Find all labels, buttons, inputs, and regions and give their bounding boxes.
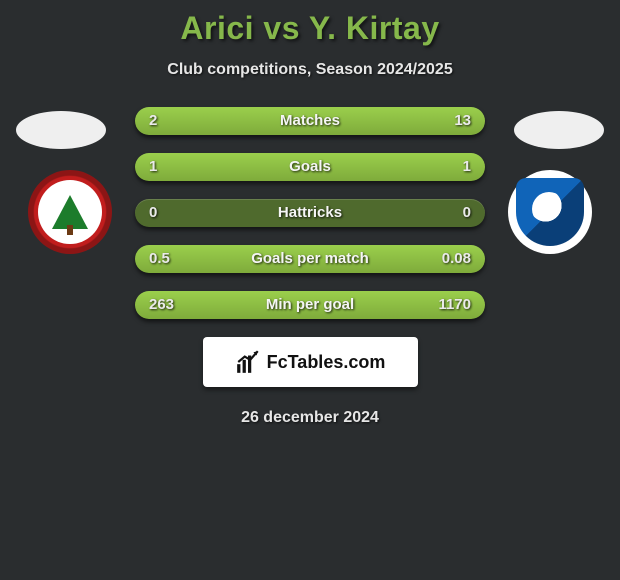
stat-row: 11Goals	[135, 153, 485, 181]
stat-label: Min per goal	[135, 291, 485, 319]
club-badge-left-inner	[38, 180, 102, 244]
shield-icon	[516, 178, 584, 246]
subtitle: Club competitions, Season 2024/2025	[0, 61, 620, 79]
stat-label: Hattricks	[135, 199, 485, 227]
club-badge-left	[28, 170, 112, 254]
comparison-area: 213Matches 11Goals 00Hattricks 0.50.08Goals…	[0, 107, 620, 427]
stat-label: Goals	[135, 153, 485, 181]
stat-row: 213Matches	[135, 107, 485, 135]
stats-rows: 213Matches 11Goals 00Hattricks 0.50.08Goals…	[135, 107, 485, 319]
stat-row: 2631170Min per goal	[135, 291, 485, 319]
stat-label: Goals per match	[135, 245, 485, 273]
chart-icon	[235, 349, 261, 375]
club-badge-right	[508, 170, 592, 254]
fctables-logo[interactable]: FcTables.com	[203, 337, 418, 387]
stat-row: 0.50.08Goals per match	[135, 245, 485, 273]
player-right-avatar	[514, 111, 604, 149]
page-title: Arici vs Y. Kirtay	[0, 0, 620, 47]
date-text: 26 december 2024	[0, 409, 620, 427]
stat-label: Matches	[135, 107, 485, 135]
player-left-avatar	[16, 111, 106, 149]
tree-icon	[52, 195, 88, 229]
logo-text: FcTables.com	[267, 352, 386, 373]
stat-row: 00Hattricks	[135, 199, 485, 227]
